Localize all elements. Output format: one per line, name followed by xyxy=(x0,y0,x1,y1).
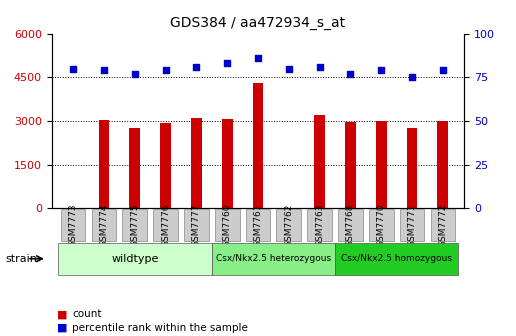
Text: GSM7768: GSM7768 xyxy=(346,203,355,247)
Bar xyxy=(407,128,417,208)
Text: GSM7761: GSM7761 xyxy=(253,203,263,247)
Point xyxy=(223,60,231,66)
Text: GSM7775: GSM7775 xyxy=(130,203,139,247)
Point xyxy=(100,68,108,73)
Text: GSM7771: GSM7771 xyxy=(408,203,416,247)
Text: ■: ■ xyxy=(57,323,67,333)
Point xyxy=(254,55,262,61)
Bar xyxy=(277,209,301,241)
Text: GSM7763: GSM7763 xyxy=(315,203,324,247)
Text: percentile rank within the sample: percentile rank within the sample xyxy=(72,323,248,333)
Bar xyxy=(130,128,140,208)
Point xyxy=(315,64,324,70)
Text: Csx/Nkx2.5 homozygous: Csx/Nkx2.5 homozygous xyxy=(341,254,452,263)
Bar xyxy=(99,120,109,208)
Text: GSM7776: GSM7776 xyxy=(161,203,170,247)
Point xyxy=(285,66,293,71)
Point xyxy=(192,64,201,70)
Text: strain: strain xyxy=(5,254,37,264)
Text: GSM7762: GSM7762 xyxy=(284,203,293,247)
Text: Csx/Nkx2.5 heterozygous: Csx/Nkx2.5 heterozygous xyxy=(216,254,331,263)
Text: GSM7773: GSM7773 xyxy=(69,203,78,247)
Bar xyxy=(215,209,239,241)
Bar xyxy=(222,119,233,208)
Point xyxy=(69,66,77,71)
Bar xyxy=(153,209,178,241)
Bar xyxy=(335,243,458,275)
Bar xyxy=(430,209,455,241)
Text: GSM7772: GSM7772 xyxy=(438,203,447,247)
Text: ■: ■ xyxy=(57,309,67,319)
Text: wildtype: wildtype xyxy=(111,254,158,264)
Text: GSM7760: GSM7760 xyxy=(223,203,232,247)
Bar xyxy=(253,83,263,208)
Text: GSM7777: GSM7777 xyxy=(192,203,201,247)
Bar xyxy=(438,121,448,208)
Bar xyxy=(308,209,332,241)
Point xyxy=(439,68,447,73)
Bar xyxy=(92,209,116,241)
Text: GSM7770: GSM7770 xyxy=(377,203,386,247)
Bar xyxy=(212,243,335,275)
Bar xyxy=(184,209,208,241)
Point xyxy=(377,68,385,73)
Bar xyxy=(122,209,147,241)
Bar xyxy=(376,121,386,208)
Point xyxy=(408,75,416,80)
Point xyxy=(346,71,354,77)
Bar xyxy=(246,209,270,241)
Bar xyxy=(400,209,424,241)
Bar xyxy=(61,209,86,241)
Bar xyxy=(345,122,356,208)
Text: GSM7774: GSM7774 xyxy=(100,203,108,247)
Bar xyxy=(314,115,325,208)
Bar xyxy=(160,123,171,208)
Bar xyxy=(338,209,363,241)
Point xyxy=(162,68,170,73)
Text: count: count xyxy=(72,309,102,319)
Point xyxy=(131,71,139,77)
Bar xyxy=(58,243,212,275)
Bar xyxy=(191,118,202,208)
Bar xyxy=(369,209,394,241)
Title: GDS384 / aa472934_s_at: GDS384 / aa472934_s_at xyxy=(170,16,346,30)
